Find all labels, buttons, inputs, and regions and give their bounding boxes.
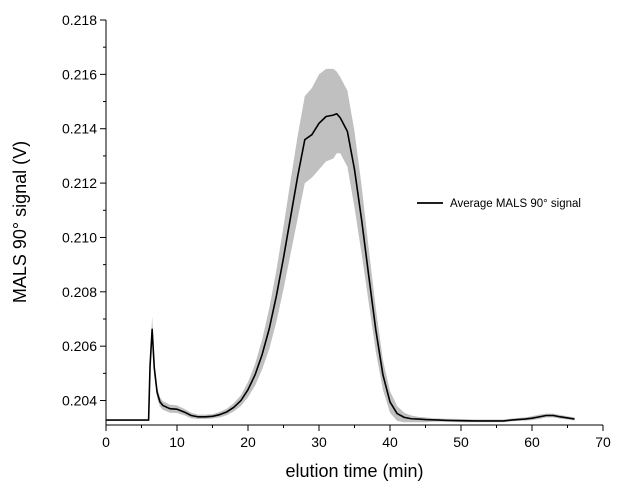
x-tick-label: 50 <box>453 434 469 450</box>
x-tick-label: 10 <box>169 434 185 450</box>
legend-label: Average MALS 90° signal <box>450 198 581 210</box>
x-tick-label: 60 <box>524 434 540 450</box>
y-axis-title: MALS 90° signal (V) <box>10 141 30 303</box>
x-tick-label: 70 <box>595 434 611 450</box>
y-tick-label: 0.204 <box>62 393 97 409</box>
x-axis-title: elution time (min) <box>285 461 423 481</box>
y-ticks: 0.204 0.206 0.208 0.210 0.212 0.214 0.216 0.218 <box>62 12 106 409</box>
y-tick-label: 0.216 <box>62 66 97 82</box>
x-tick-label: 20 <box>240 434 256 450</box>
y-tick-label: 0.208 <box>62 284 97 300</box>
axes: 0 10 20 30 40 50 60 70 0.204 0.206 0.208 0.210 0.21… <box>62 12 611 450</box>
y-tick-label: 0.214 <box>62 121 97 137</box>
x-ticks: 0 10 20 30 40 50 60 70 <box>102 425 611 450</box>
legend: Average MALS 90° signal <box>417 198 581 210</box>
y-tick-label: 0.212 <box>62 175 97 191</box>
y-tick-label: 0.218 <box>62 12 97 28</box>
average-line <box>106 112 575 422</box>
y-tick-label: 0.210 <box>62 229 97 245</box>
x-tick-label: 40 <box>382 434 398 450</box>
x-tick-label: 0 <box>102 434 110 450</box>
y-tick-label: 0.206 <box>62 338 97 354</box>
plot-area <box>106 68 575 423</box>
std-band <box>106 68 575 423</box>
x-tick-label: 30 <box>311 434 327 450</box>
